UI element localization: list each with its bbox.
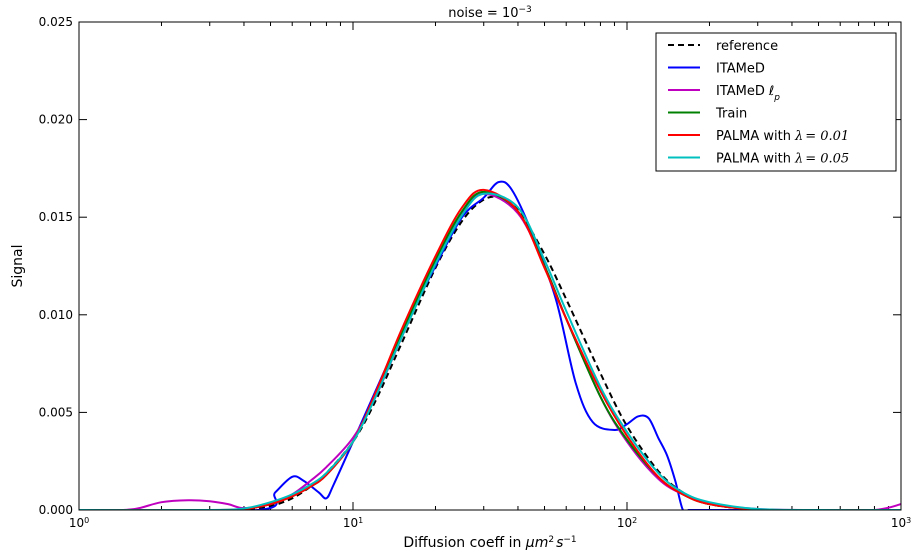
legend-name: PALMA with xyxy=(716,129,791,144)
series-line-2 xyxy=(79,192,901,510)
legend-box xyxy=(655,32,897,172)
x-tick-label: 101 xyxy=(343,516,363,531)
y-tick-label: 0.020 xyxy=(39,113,73,127)
legend-label: Train xyxy=(715,107,747,122)
chart-title: noise = 10−3 xyxy=(448,5,532,21)
y-tick-label: 0.010 xyxy=(39,308,73,322)
series-line-0 xyxy=(79,195,901,510)
x-tick-base: 10 xyxy=(891,516,906,530)
legend-sub: p xyxy=(773,93,780,103)
x-label-prefix: Diffusion coeff in xyxy=(403,535,525,551)
y-tick-label: 0.015 xyxy=(39,210,73,224)
legend-name: Train xyxy=(715,107,747,122)
legend-label: reference xyxy=(716,39,778,54)
x-tick-label: 103 xyxy=(891,516,911,531)
legend-symbol: λ xyxy=(794,129,803,144)
series-line-3 xyxy=(79,190,901,510)
x-tick-exp: 3 xyxy=(906,516,911,525)
x-tick-exp: 1 xyxy=(358,516,363,525)
y-tick-label: 0.005 xyxy=(39,405,73,419)
x-label-unit-s: s xyxy=(556,535,563,551)
x-axis-label: Diffusion coeff in μm2 s−1 xyxy=(403,535,576,551)
series-line-1 xyxy=(79,180,901,510)
legend-label: PALMA with λ = 0.05 xyxy=(716,152,849,167)
legend-label: ITAMeD ℓp xyxy=(716,84,780,103)
x-tick-exp: 0 xyxy=(84,516,89,525)
series-line-5 xyxy=(79,192,901,510)
y-axis-label: Signal xyxy=(10,244,26,287)
x-tick-base: 10 xyxy=(69,516,84,530)
plot-frame xyxy=(78,21,902,511)
legend-name: ITAMeD xyxy=(716,84,765,99)
x-label-unit-exp1: 2 xyxy=(548,535,554,545)
legend-label: PALMA with λ = 0.01 xyxy=(716,129,849,144)
y-tick-label: 0.025 xyxy=(39,15,73,29)
legend-sub-symbol: ℓ xyxy=(768,84,774,99)
series-line-4 xyxy=(79,188,901,510)
legend-label: ITAMeD xyxy=(716,62,765,77)
title-exp: −3 xyxy=(519,5,532,15)
x-tick-base: 10 xyxy=(617,516,632,530)
x-tick-label: 100 xyxy=(69,516,89,531)
title-prefix: noise = xyxy=(448,6,502,21)
legend-name: PALMA with xyxy=(716,152,791,167)
legend-value: = 0.05 xyxy=(805,152,849,167)
legend-symbol: λ xyxy=(794,152,803,167)
legend-name: ITAMeD xyxy=(716,62,765,77)
x-label-unit-exp2: −1 xyxy=(563,535,576,545)
series-layer xyxy=(79,180,901,510)
x-tick-label: 102 xyxy=(617,516,637,531)
x-tick-base: 10 xyxy=(343,516,358,530)
x-label-unit: μm xyxy=(525,535,549,551)
title-exp-base: 10 xyxy=(502,6,519,21)
legend-name: reference xyxy=(716,39,778,54)
legend-value: = 0.01 xyxy=(805,129,849,144)
x-tick-exp: 2 xyxy=(632,516,637,525)
y-tick-label: 0.000 xyxy=(39,503,73,517)
